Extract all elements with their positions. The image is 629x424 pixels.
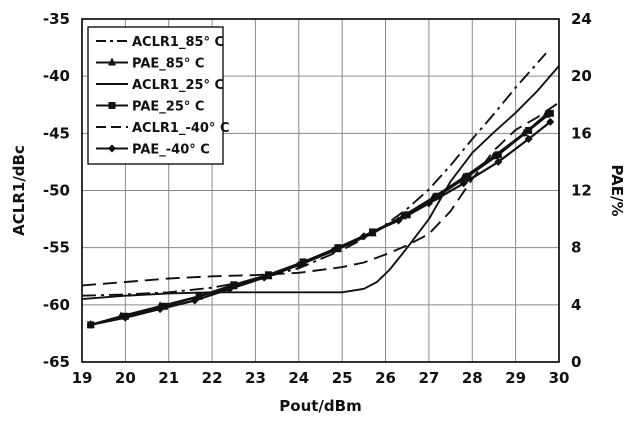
series-point	[434, 192, 442, 200]
series-point	[195, 292, 203, 300]
legend-label: ACLR1_85° C	[132, 35, 224, 50]
y-left-tick-label: -45	[43, 124, 70, 142]
y-left-tick-label: -55	[43, 239, 70, 257]
legend-item: PAE_-40° C	[96, 143, 210, 158]
x-tick-label: 24	[288, 369, 309, 387]
y-left-tick-label: -60	[43, 296, 70, 314]
legend-label: ACLR1_25° C	[132, 78, 224, 93]
series-point	[230, 281, 238, 289]
y-left-axis-title: ACLR1/dBc	[10, 145, 28, 236]
series-point	[459, 179, 468, 188]
legend-item: ACLR1_-40° C	[96, 121, 230, 136]
legend-label: PAE_25° C	[132, 100, 204, 115]
legend-box	[87, 26, 224, 165]
legend-item: ACLR1_85° C	[96, 35, 224, 50]
legend: ACLR1_85° C PAE_85° C ACLR1_25° C PAE_25° C…	[87, 26, 230, 165]
legend-label: ACLR1_-40° C	[132, 121, 230, 136]
series-point	[156, 305, 165, 314]
y-right-axis-title: PAE/%	[608, 165, 626, 217]
x-tick-label: 28	[462, 369, 483, 387]
legend-swatch-marker	[108, 102, 116, 109]
series-point	[329, 246, 338, 255]
y-left-tick-label: -50	[43, 182, 70, 200]
series-point	[394, 216, 403, 225]
series-point	[264, 271, 272, 279]
legend-swatch-marker	[108, 144, 116, 153]
y-right-tick-label: 16	[571, 124, 592, 142]
plot-frame	[81, 18, 560, 363]
x-tick-label: 23	[245, 369, 266, 387]
series-2	[81, 65, 560, 301]
x-tick-label: 26	[375, 369, 396, 387]
y-right-tick-label: 4	[571, 296, 581, 314]
x-tick-label: 22	[202, 369, 223, 387]
legend-item: PAE_25° C	[96, 100, 204, 115]
tick-labels: 19 20 21 22 23 24 25 26 27 28 29 30 -65 -60 -55 -50 -45 -…	[43, 10, 592, 387]
series-4	[81, 101, 560, 287]
x-tick-label: 19	[72, 369, 93, 387]
series-point	[546, 117, 555, 126]
x-tick-label: 29	[505, 369, 526, 387]
series-point	[525, 126, 533, 134]
legend-item: ACLR1_25° C	[96, 78, 224, 93]
series-5	[86, 117, 555, 329]
y-left-tick-label: -40	[43, 67, 70, 85]
series-point	[225, 285, 234, 294]
y-right-tick-label: 24	[571, 10, 592, 28]
y-right-tick-label: 8	[571, 239, 581, 257]
x-tick-label: 20	[115, 369, 136, 387]
series-point	[121, 313, 130, 322]
series-layer	[81, 52, 560, 329]
series-point	[464, 172, 472, 180]
series-point	[546, 109, 554, 117]
y-right-tick-label: 12	[571, 182, 592, 200]
series-point	[160, 302, 168, 310]
x-tick-label: 21	[158, 369, 179, 387]
x-tick-label: 27	[418, 369, 439, 387]
x-axis-title: Pout/dBm	[279, 397, 361, 415]
series-point	[359, 232, 368, 241]
y-left-tick-label: -65	[43, 353, 70, 371]
legend-item: PAE_85° C	[96, 57, 204, 72]
x-tick-label: 30	[549, 369, 570, 387]
series-point	[294, 260, 303, 269]
y-right-tick-label: 20	[571, 67, 592, 85]
series-line	[81, 65, 560, 301]
series-point	[190, 296, 199, 305]
y-left-tick-label: -35	[43, 10, 70, 28]
legend-swatch-marker	[108, 57, 116, 66]
series-line	[81, 101, 560, 287]
y-right-tick-label: 0	[571, 353, 581, 371]
legend-label: PAE_85° C	[132, 57, 204, 72]
x-tick-label: 25	[332, 369, 353, 387]
series-point	[494, 151, 502, 159]
legend-label: PAE_-40° C	[132, 143, 210, 158]
series-point	[494, 157, 503, 166]
series-point	[260, 273, 269, 282]
series-point	[524, 135, 533, 144]
series-point	[86, 320, 95, 329]
series-point	[424, 199, 433, 208]
